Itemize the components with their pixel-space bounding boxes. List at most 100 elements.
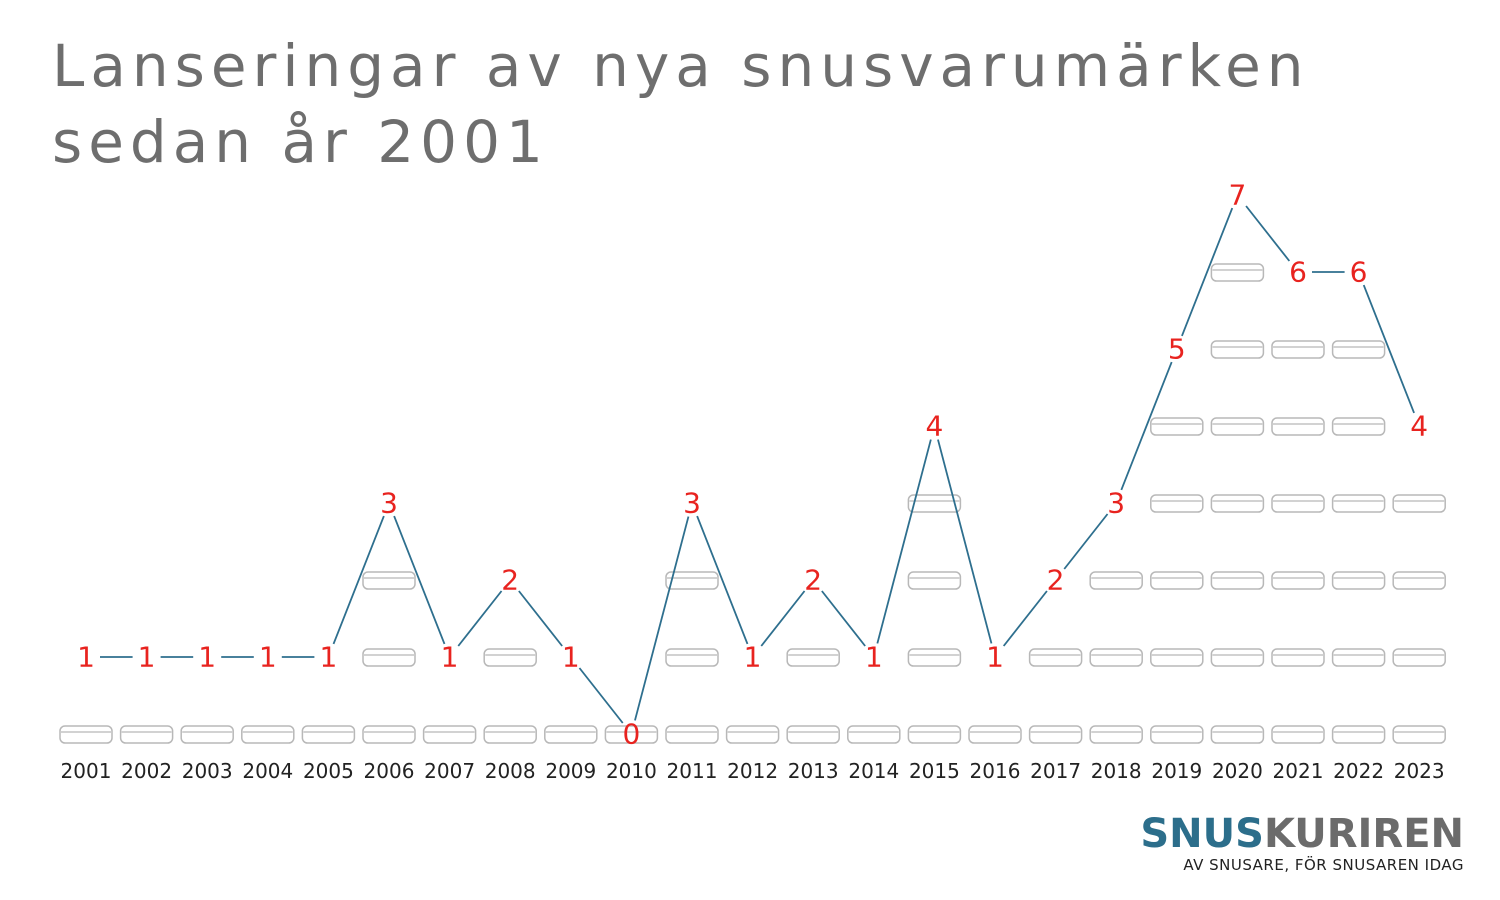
snus-can-icon <box>1210 725 1265 744</box>
snus-can-icon <box>1210 571 1265 590</box>
snus-can-icon <box>544 725 598 744</box>
line-segment <box>393 515 446 645</box>
snus-can-icon <box>847 725 901 744</box>
value-label: 1 <box>138 641 156 674</box>
year-label: 2005 <box>303 759 354 783</box>
x-axis-labels: 2001 2002 2003 2004 2005 2006 2007 2008 2009 2010… <box>61 759 1445 783</box>
snus-can-icon <box>1089 571 1143 590</box>
value-label: 1 <box>986 641 1004 674</box>
snuskuriren-logo: SNUSKURIREN AV SNUSARE, FÖR SNUSAREN IDA… <box>1140 812 1464 874</box>
value-label: 1 <box>441 641 459 674</box>
logo-word-kuriren: KURIREN <box>1263 811 1464 857</box>
snus-can-icon <box>1210 340 1265 359</box>
snus-can-icon <box>422 725 477 744</box>
snus-can-icon <box>1271 571 1325 590</box>
snus-can-icon <box>604 725 659 744</box>
year-label: 2004 <box>242 759 293 783</box>
can-stacks <box>59 263 1446 744</box>
line-segment <box>876 439 932 644</box>
snus-can-icon <box>1210 648 1265 667</box>
value-label: 2 <box>804 564 822 597</box>
year-label: 2023 <box>1394 759 1445 783</box>
year-label: 2020 <box>1212 759 1263 783</box>
snus-can-icon <box>1028 725 1083 744</box>
value-label: 4 <box>925 410 943 443</box>
line-segment <box>518 590 563 647</box>
line-segment <box>1245 205 1291 262</box>
snus-can-icon <box>241 725 295 744</box>
line-segment <box>457 590 503 647</box>
logo-wordmark: SNUSKURIREN <box>1140 812 1464 856</box>
snus-can-icon <box>665 725 719 744</box>
snus-can-icon <box>1089 725 1143 744</box>
snus-can-icon <box>968 725 1022 744</box>
year-label: 2021 <box>1273 759 1324 783</box>
line-segment <box>1181 207 1234 337</box>
line-segment <box>1362 284 1415 414</box>
value-label: 2 <box>501 564 519 597</box>
snus-can-icon <box>907 571 962 590</box>
value-label: 5 <box>1168 333 1186 366</box>
year-label: 2013 <box>788 759 839 783</box>
value-label: 1 <box>865 641 883 674</box>
year-label: 2003 <box>182 759 233 783</box>
value-labels: 1 1 1 1 1 3 1 2 1 0 3 1 2 1 4 1 2 3 5 7 6 6 4 <box>77 179 1428 751</box>
snus-can-icon <box>1331 648 1386 667</box>
value-label: 3 <box>683 487 701 520</box>
year-label: 2008 <box>485 759 536 783</box>
snus-can-icon <box>907 494 962 513</box>
year-label: 2001 <box>61 759 112 783</box>
value-label: 3 <box>380 487 398 520</box>
chart-title: Lanseringar av nya snusvarumärken sedan … <box>52 28 1310 180</box>
chart-title-line1: Lanseringar av nya snusvarumärken <box>52 32 1310 100</box>
snus-can-icon <box>725 725 780 744</box>
snus-can-icon <box>1028 648 1083 667</box>
snus-can-icon <box>59 725 113 744</box>
snus-can-icon <box>1271 494 1325 513</box>
line-segment <box>1002 590 1048 647</box>
snus-can-icon <box>1210 494 1265 513</box>
value-label: 3 <box>1107 487 1125 520</box>
line-segment <box>578 667 624 724</box>
snus-can-icon <box>1271 417 1325 436</box>
value-label: 2 <box>1047 564 1065 597</box>
snus-can-icon <box>1331 725 1386 744</box>
year-label: 2017 <box>1030 759 1081 783</box>
snus-can-icon <box>786 648 840 667</box>
snus-can-icon <box>362 571 416 590</box>
value-label: 1 <box>319 641 337 674</box>
snus-can-icon <box>665 571 719 590</box>
line-segment <box>1120 361 1173 491</box>
snus-can-icon <box>1331 494 1386 513</box>
year-label: 2006 <box>364 759 415 783</box>
snus-can-icon <box>1392 648 1446 667</box>
snus-can-icon <box>1392 494 1446 513</box>
year-label: 2007 <box>424 759 475 783</box>
snus-can-icon <box>301 725 356 744</box>
snus-can-icon <box>1331 340 1386 359</box>
snus-can-icon <box>665 648 719 667</box>
year-label: 2009 <box>545 759 596 783</box>
line-segment <box>634 516 690 721</box>
value-label: 1 <box>259 641 277 674</box>
line-segment <box>332 515 385 645</box>
snus-can-icon <box>1210 263 1265 282</box>
snus-can-icon <box>483 648 537 667</box>
year-label: 2012 <box>727 759 778 783</box>
snus-can-icon <box>119 725 174 744</box>
value-label: 6 <box>1289 256 1307 289</box>
year-label: 2011 <box>667 759 718 783</box>
snus-can-icon <box>1210 417 1265 436</box>
year-label: 2022 <box>1333 759 1384 783</box>
logo-word-snus: SNUS <box>1140 811 1264 857</box>
value-label: 1 <box>744 641 762 674</box>
snus-can-icon <box>1271 725 1325 744</box>
year-label: 2016 <box>970 759 1021 783</box>
line-segment <box>1063 513 1109 570</box>
snus-can-icon <box>907 648 962 667</box>
snus-can-icon <box>1150 417 1204 436</box>
value-label: 1 <box>77 641 95 674</box>
snus-can-icon <box>1271 340 1325 359</box>
line-segment <box>760 590 806 647</box>
